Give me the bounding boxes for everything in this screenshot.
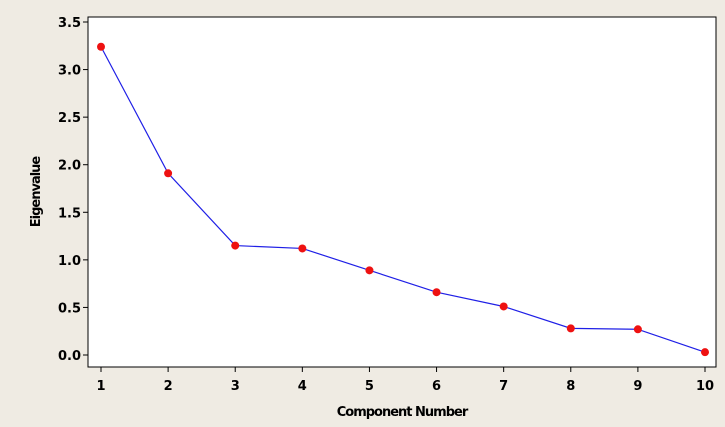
x-tick-label: 6 [432,379,441,394]
x-tick-label: 5 [365,379,374,394]
x-axis: 1 2 3 4 5 6 7 8 9 10 [96,367,714,394]
y-tick-label: 1.5 [58,206,81,221]
y-tick-label: 0.5 [58,301,81,316]
data-point [365,266,374,275]
y-tick-label: 3.0 [58,64,81,79]
data-point [633,325,642,334]
data-point [701,348,709,357]
data-point [298,244,307,253]
x-tick-label: 4 [298,379,307,394]
x-tick-label: 8 [566,379,575,394]
data-point [566,324,575,333]
y-tick-label: 1.0 [58,254,81,269]
data-point [97,42,105,51]
x-tick-label: 3 [231,379,240,394]
y-axis: 0.0 0.5 1.0 1.5 2.0 2.5 3.0 3.5 [58,16,88,364]
plot-area [87,16,717,368]
x-axis-title: Component Number [337,405,469,420]
y-axis-title: Eigenvalue [29,156,44,228]
x-tick-label: 7 [499,379,508,394]
data-point [499,302,508,311]
data-point [164,169,173,178]
series-layer [97,42,709,357]
y-tick-label: 3.5 [58,16,81,31]
y-tick-label: 2.0 [58,159,81,174]
x-tick-label: 9 [633,379,642,394]
x-tick-label: 10 [696,379,714,394]
x-tick-label: 2 [164,379,173,394]
data-point [231,241,240,250]
series-line [100,46,706,353]
x-tick-label: 1 [96,379,105,394]
data-point [432,288,441,297]
y-tick-label: 0.0 [58,349,81,364]
y-tick-label: 2.5 [58,111,81,126]
